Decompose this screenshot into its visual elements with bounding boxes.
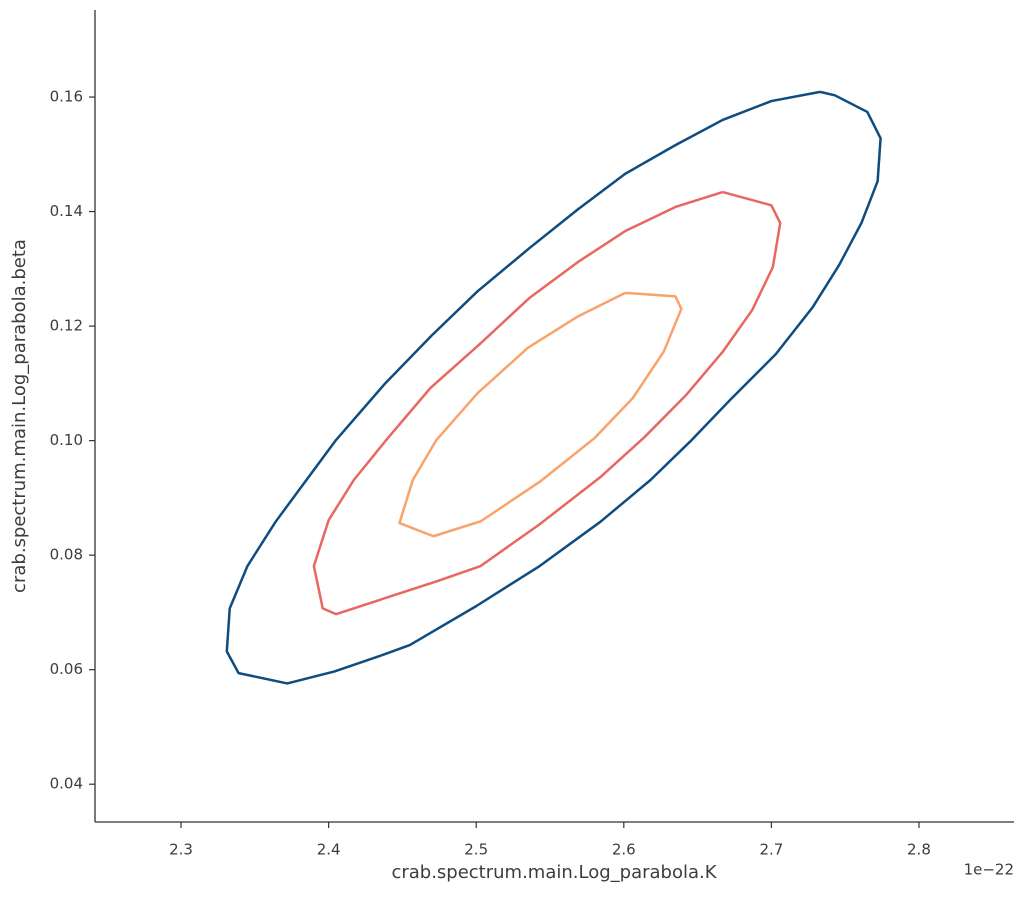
x-offset-text: 1e−22 <box>964 861 1014 879</box>
x-tick-label: 2.6 <box>612 841 636 859</box>
x-tick-label: 2.7 <box>759 841 783 859</box>
x-axis-label: crab.spectrum.main.Log_parabola.K <box>391 862 717 883</box>
y-axis-label: crab.spectrum.main.Log_parabola.beta <box>9 239 30 593</box>
x-tick-label: 2.3 <box>169 841 193 859</box>
y-tick-label: 0.06 <box>50 660 83 678</box>
contour-line <box>398 291 683 538</box>
y-tick-label: 0.16 <box>50 88 83 106</box>
x-tick-label: 2.5 <box>464 841 488 859</box>
contour-line <box>312 190 782 616</box>
y-tick-label: 0.14 <box>50 202 83 220</box>
x-tick-label: 2.8 <box>907 841 931 859</box>
y-tick-label: 0.10 <box>50 431 83 449</box>
y-tick-label: 0.08 <box>50 546 83 564</box>
x-tick-label: 2.4 <box>317 841 341 859</box>
contour-line <box>225 90 882 685</box>
y-tick-label: 0.12 <box>50 317 83 335</box>
y-tick-label: 0.04 <box>50 775 83 793</box>
